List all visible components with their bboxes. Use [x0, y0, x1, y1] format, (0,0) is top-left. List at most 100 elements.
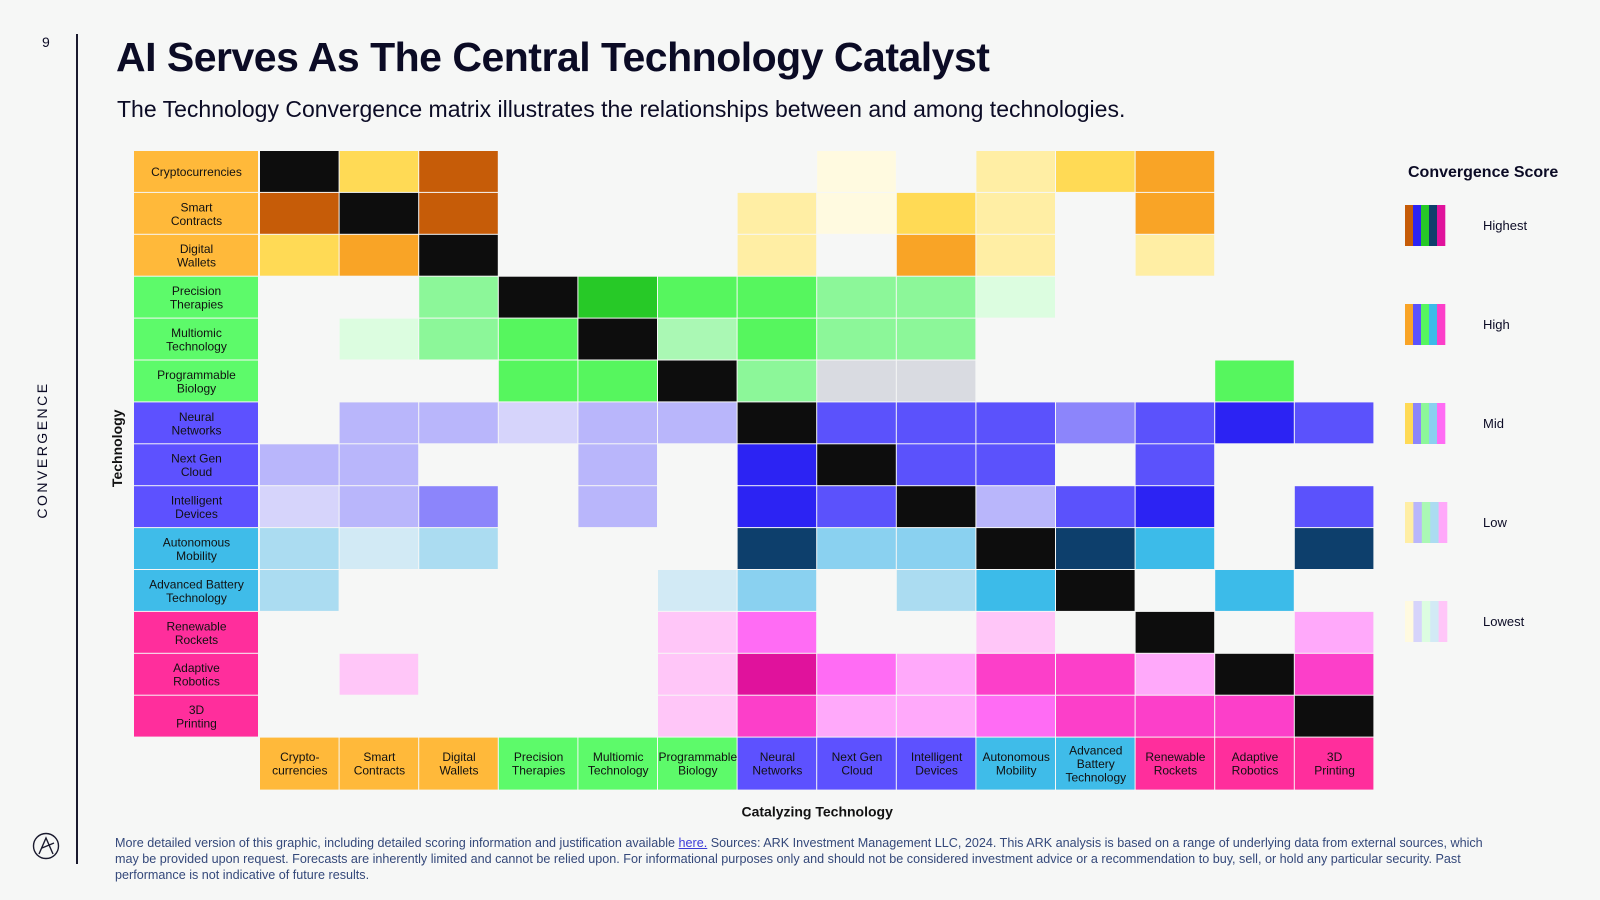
column-header-cell [578, 737, 657, 790]
matrix-cell [1294, 402, 1374, 444]
y-axis-title: Technology [109, 409, 125, 487]
matrix-cell [339, 192, 419, 234]
row-header-cell [134, 151, 258, 192]
page-title: AI Serves As The Central Technology Cata… [116, 34, 990, 80]
page-number: 9 [42, 34, 50, 50]
legend-swatch-stripe [1429, 403, 1438, 444]
column-header-cell [1135, 737, 1215, 790]
matrix-cell [737, 318, 817, 360]
matrix-cell [658, 695, 737, 737]
matrix-cell [1056, 151, 1135, 192]
column-label: Multiomic Technology [588, 750, 649, 778]
column-header-cell [658, 737, 737, 790]
matrix-cell [260, 570, 339, 611]
row-label: Neural Networks [171, 410, 221, 438]
matrix-cell [1215, 695, 1294, 737]
legend-swatch-stripe [1413, 601, 1423, 642]
vertical-divider [76, 34, 78, 864]
matrix-cell [339, 444, 419, 486]
matrix-cell [260, 234, 339, 276]
matrix-cell [976, 151, 1055, 192]
matrix-cell [896, 444, 976, 486]
row-header-cell [134, 486, 258, 528]
row-label: Advanced Battery Technology [149, 577, 244, 605]
footer-details-link[interactable]: here. [678, 836, 708, 850]
legend-swatch-stripe [1437, 403, 1446, 444]
column-header-cell [976, 737, 1055, 790]
matrix-cell [817, 276, 896, 318]
matrix-cell [1056, 695, 1135, 737]
matrix-cell [1056, 570, 1135, 611]
matrix-cell [419, 402, 498, 444]
matrix-cell [1135, 151, 1215, 192]
column-header-cell [1215, 737, 1294, 790]
column-label: Programmable Biology [658, 750, 737, 778]
matrix-cell [976, 570, 1055, 611]
legend-swatch-stripe [1430, 601, 1439, 642]
column-label: Digital Wallets [440, 750, 479, 778]
matrix-cell [260, 151, 339, 192]
matrix-cell [658, 570, 737, 611]
row-header-cell [134, 276, 258, 318]
matrix-cell [1294, 653, 1374, 695]
column-label: Neural Networks [752, 750, 802, 778]
matrix-cell [1135, 528, 1215, 569]
column-label: Adaptive Robotics [1232, 750, 1279, 778]
legend-label: Lowest [1483, 614, 1525, 629]
row-label: Multiomic Technology [166, 326, 227, 354]
column-header-cell [896, 737, 976, 790]
matrix-cell [1215, 402, 1294, 444]
row-header-cell [134, 402, 258, 444]
matrix-cell [260, 192, 339, 234]
matrix-cell [1135, 402, 1215, 444]
matrix-cell [737, 192, 817, 234]
matrix-cell [817, 318, 896, 360]
legend-label: Highest [1483, 218, 1528, 233]
matrix-cell [339, 318, 419, 360]
row-header-cell [134, 695, 258, 737]
matrix-cell [1056, 528, 1135, 569]
matrix-cell [817, 486, 896, 528]
row-header-cell [134, 192, 258, 234]
row-header-cell [134, 528, 258, 569]
matrix-cell [896, 528, 976, 569]
matrix-cell [419, 318, 498, 360]
matrix-cell [419, 276, 498, 318]
matrix-cell [737, 402, 817, 444]
row-header-cell [134, 444, 258, 486]
legend-swatch-stripe [1421, 502, 1431, 543]
matrix-cell [737, 360, 817, 402]
column-label: Renewable Rockets [1145, 750, 1205, 778]
matrix-cell [896, 570, 976, 611]
legend-swatch-stripe [1438, 502, 1448, 543]
row-label: 3D Printing [176, 703, 217, 731]
matrix-cell [896, 360, 976, 402]
matrix-cell [737, 653, 817, 695]
matrix-cell [737, 695, 817, 737]
matrix-cell [498, 276, 578, 318]
matrix-cell [339, 234, 419, 276]
matrix-cell [1215, 653, 1294, 695]
column-header-cell [737, 737, 817, 790]
matrix-cell [1056, 486, 1135, 528]
matrix-cell [976, 528, 1055, 569]
matrix-cell [260, 486, 339, 528]
legend-swatch-stripe [1421, 403, 1430, 444]
legend-swatch-stripe [1405, 403, 1414, 444]
matrix-cell [658, 276, 737, 318]
matrix-cell [260, 528, 339, 569]
matrix-cell [578, 276, 657, 318]
matrix-cell [1135, 695, 1215, 737]
matrix-cell [578, 318, 657, 360]
legend-swatch-stripe [1429, 205, 1438, 246]
page-subtitle: The Technology Convergence matrix illust… [117, 96, 1126, 122]
matrix-cell [976, 192, 1055, 234]
legend-swatch-stripe [1421, 304, 1430, 345]
matrix-cell [1135, 653, 1215, 695]
column-header-cell [817, 737, 896, 790]
legend-swatch-stripe [1405, 205, 1414, 246]
matrix-cell [737, 611, 817, 653]
legend-swatch-stripe [1413, 502, 1423, 543]
column-label: 3D Printing [1314, 750, 1355, 778]
